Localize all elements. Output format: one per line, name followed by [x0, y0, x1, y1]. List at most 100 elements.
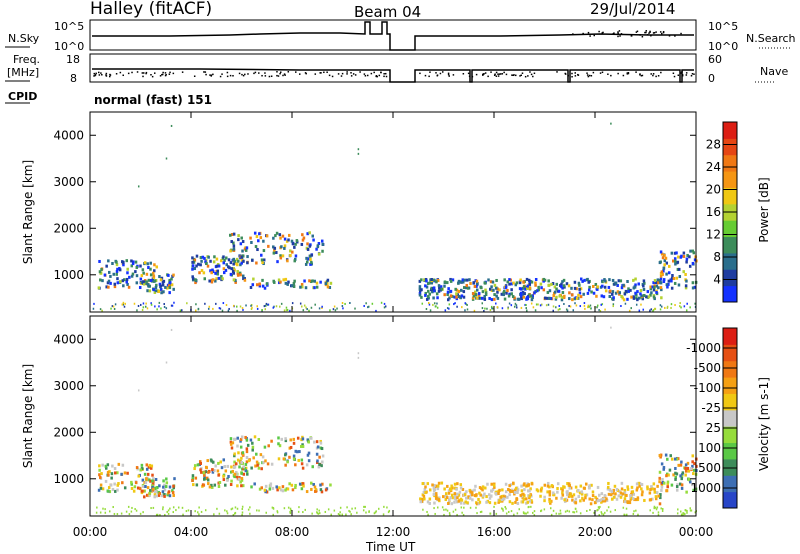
nave-dot	[145, 72, 147, 75]
data-cell	[300, 462, 304, 466]
data-cell	[362, 509, 365, 512]
data-cell	[453, 482, 457, 486]
data-cell	[229, 249, 232, 253]
nave-dot	[601, 71, 604, 74]
data-cell	[630, 295, 633, 299]
data-cell	[153, 495, 156, 499]
data-cell	[520, 484, 523, 488]
data-cell	[536, 489, 540, 493]
data-cell	[624, 302, 627, 305]
data-cell	[170, 304, 173, 307]
data-cell	[511, 501, 514, 505]
data-cell	[568, 297, 571, 301]
data-cell	[438, 496, 441, 500]
data-cell	[640, 487, 643, 491]
data-cell	[611, 297, 614, 301]
data-cell	[504, 482, 508, 486]
nave-dot	[471, 75, 474, 78]
data-cell	[504, 490, 508, 494]
data-cell	[687, 477, 691, 481]
data-cell	[114, 489, 117, 493]
data-cell	[550, 513, 553, 516]
data-cell	[311, 234, 314, 238]
nave-dot	[95, 72, 97, 75]
data-cell	[523, 292, 526, 296]
data-cell	[111, 261, 114, 265]
nave-dot	[314, 73, 317, 75]
data-cell	[446, 281, 449, 285]
data-cell	[487, 278, 490, 282]
data-cell	[224, 483, 227, 487]
data-cell	[210, 483, 213, 487]
data-cell	[606, 485, 610, 489]
data-cell	[611, 292, 614, 296]
data-cell	[242, 254, 245, 258]
data-cell	[263, 305, 266, 308]
data-cell	[147, 283, 150, 287]
data-cell	[673, 251, 677, 255]
data-cell	[565, 490, 569, 494]
data-cell	[525, 304, 527, 307]
data-cell	[529, 294, 533, 298]
data-cell	[321, 242, 325, 246]
data-cell	[157, 289, 161, 293]
data-cell	[650, 485, 653, 489]
data-cell	[655, 284, 659, 288]
data-cell	[310, 260, 313, 264]
data-cell	[324, 282, 328, 286]
data-cell	[270, 462, 274, 466]
data-cell	[674, 475, 677, 479]
data-cell	[216, 469, 220, 473]
x-tick-label: 12:00	[376, 525, 411, 539]
data-cell	[283, 507, 286, 510]
nave-dot	[586, 72, 588, 74]
data-cell	[526, 295, 529, 299]
data-cell	[229, 440, 233, 444]
data-cell	[364, 505, 366, 508]
data-cell	[600, 498, 603, 502]
data-cell	[418, 285, 422, 289]
data-cell	[649, 309, 651, 312]
data-cell	[141, 478, 145, 482]
data-cell	[589, 502, 593, 506]
data-cell	[122, 303, 125, 306]
data-cell	[170, 277, 173, 281]
data-cell	[589, 307, 592, 310]
data-cell	[528, 494, 532, 498]
data-cell	[582, 498, 585, 502]
data-cell	[171, 304, 174, 307]
data-cell	[313, 279, 316, 283]
data-cell	[589, 508, 591, 511]
power-data-cells	[92, 122, 698, 313]
nsearch-dot	[589, 35, 591, 37]
nave-dot	[586, 74, 589, 76]
data-cell	[561, 295, 564, 299]
data-cell	[666, 305, 669, 308]
nave-dot	[462, 73, 465, 75]
data-cell	[520, 489, 524, 493]
data-cell	[662, 266, 666, 270]
nave-dot	[159, 75, 162, 77]
data-cell	[139, 277, 143, 281]
data-cell	[197, 308, 200, 311]
data-cell	[198, 506, 200, 509]
data-cell	[461, 306, 463, 309]
data-cell	[664, 453, 668, 457]
data-cell	[232, 244, 236, 248]
data-cell	[278, 486, 281, 490]
nave-dot	[588, 74, 591, 77]
data-cell	[499, 495, 502, 499]
colorbar-tick-label: 100	[698, 441, 721, 455]
data-cell	[661, 480, 665, 484]
data-cell	[660, 485, 664, 489]
data-cell	[254, 464, 257, 468]
data-cell	[689, 509, 692, 512]
data-cell	[543, 495, 546, 499]
data-cell	[693, 258, 697, 262]
data-cell	[195, 254, 199, 258]
data-cell	[236, 271, 240, 275]
data-cell	[502, 497, 506, 501]
data-cell	[508, 493, 511, 497]
data-cell	[563, 485, 566, 489]
data-cell	[453, 492, 457, 496]
